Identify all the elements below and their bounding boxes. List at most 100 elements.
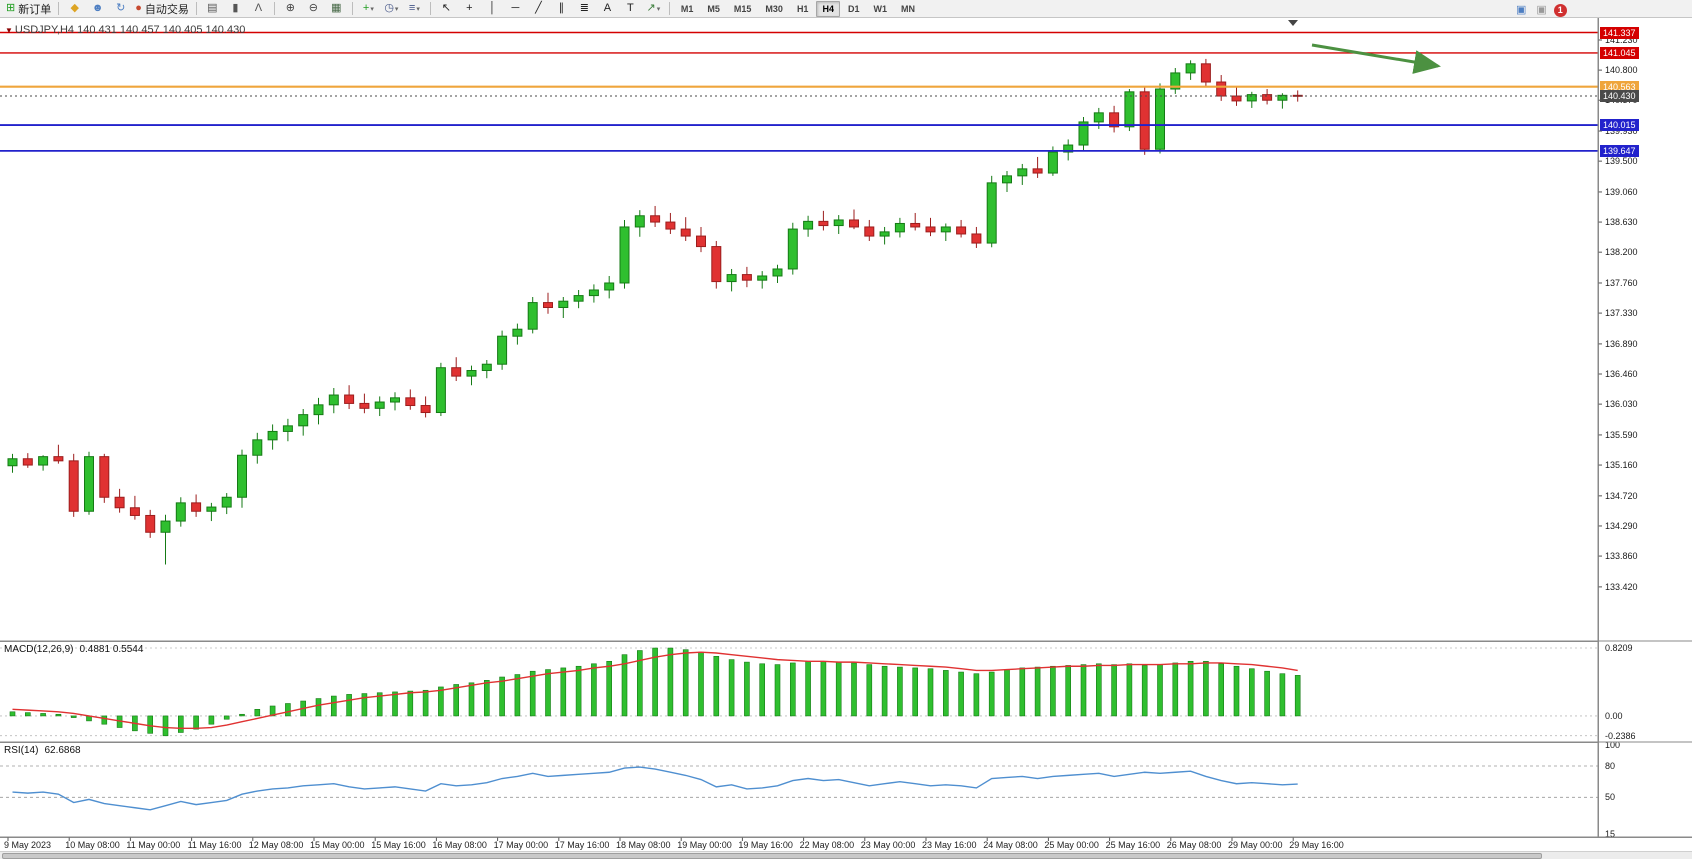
price-chart-panel[interactable] [0,18,1598,641]
toolbar: ⊞ 新订单 ◆ ☻ ↻ ● 自动交易 ▤ ▮ Λ ⊕ ⊖ ▦ + ▾ ◷ ▾ ≡ ▾ ↖ + │ ─ ╱ ∥ ≣ A T ↗ ▾ M1 M5 M… [0,0,1692,18]
time-tick: 10 May 08:00 [65,840,120,850]
rsi-panel[interactable]: RSI(14) 62.6868 [0,742,1598,837]
trendline-button[interactable]: ╱ [527,1,550,17]
tile-windows-button[interactable]: ▦ [325,1,348,17]
timeframe-m5-button[interactable]: M5 [707,3,720,14]
chevron-down-icon: ▾ [656,5,661,13]
market-button[interactable]: ◆ [63,1,86,17]
price-tick: 138.630 [1605,217,1638,228]
arrows-button[interactable]: ↗ ▾ [642,1,665,17]
timeframe-mn-button[interactable]: MN [900,3,915,14]
profile-button[interactable]: ☻ [86,1,109,17]
channel-button[interactable]: ∥ [550,1,573,17]
time-tick: 23 May 00:00 [860,840,916,850]
price-tick: 135.590 [1605,429,1638,440]
autotrading-button[interactable]: ● 自动交易 [132,1,192,17]
scrollbar-handle[interactable] [2,853,1542,859]
time-tick: 19 May 16:00 [738,840,793,850]
timeframe-w1-button[interactable]: W1 [873,3,887,14]
price-tick: 138.200 [1605,247,1638,258]
timeframe-m15-button[interactable]: M15 [733,3,752,14]
add-indicator-button[interactable]: + ▾ [357,1,380,17]
chart-window-button[interactable]: ▣ [1513,2,1529,18]
macd-label: MACD(12,26,9) 0.4881 0.5544 [4,644,143,655]
timeframe-m1-button[interactable]: M1 [680,3,694,14]
zoom-out-button[interactable]: ⊖ [302,1,325,17]
zoom-out-icon: ⊖ [308,2,318,14]
time-tick: 19 May 00:00 [677,840,732,850]
template-button[interactable]: ≡ ▾ [403,1,426,17]
price-tick: 139.500 [1605,156,1638,167]
time-tick: 11 May 16:00 [187,840,242,850]
line-chart-button[interactable]: Λ [247,1,270,17]
candlestick-icon: ▮ [232,2,239,14]
text-button[interactable]: A [596,1,619,17]
macd-name: MACD(12,26,9) [4,644,74,655]
chart-window-icon: ▣ [1516,3,1527,16]
new-order-icon: ⊞ [6,2,16,14]
crosshair-button[interactable]: + [458,1,481,17]
time-tick: 15 May 16:00 [371,840,426,850]
macd-panel[interactable]: MACD(12,26,9) 0.4881 0.5544 [0,641,1598,742]
toolbar-right-cluster: ▣ ▣ 1 [1513,2,1567,18]
rsi-tick: 100 [1605,740,1621,751]
time-tick: 9 May 2023 [4,840,52,850]
fibonacci-button[interactable]: ≣ [573,1,596,17]
toolbar-separator [58,2,60,15]
cursor-icon: ↖ [441,2,451,14]
line-chart-icon: Λ [254,2,263,14]
time-tick: 12 May 08:00 [248,840,304,850]
time-axis[interactable]: 9 May 2023 10 May 08:00 11 May 00:00 11 May… [0,837,1692,851]
macd-values: 0.4881 0.5544 [79,644,144,655]
notification-badge[interactable]: 1 [1553,3,1567,17]
price-tick: 136.890 [1605,338,1638,349]
fibonacci-icon: ≣ [579,2,589,14]
bar-chart-icon: ▤ [207,2,218,14]
rsi-tick: 80 [1605,760,1616,771]
crosshair-icon: + [466,2,473,14]
text-label-button[interactable]: T [619,1,642,17]
macd-tick: 0.8209 [1605,642,1633,653]
symbol-marker-icon: ▼ [5,26,13,35]
timeframe-m30-button[interactable]: M30 [765,3,783,14]
refresh-button[interactable]: ↻ [109,1,132,17]
time-tick: 11 May 00:00 [126,840,181,850]
time-tick: 25 May 00:00 [1044,840,1099,850]
candlestick-chart-button[interactable]: ▮ [224,1,247,17]
horizontal-scrollbar[interactable] [0,851,1692,859]
resistance-line-1-price-badge: 141.337 [1600,26,1639,39]
price-axis[interactable]: 141.230140.800140.370139.930139.500139.0… [1598,18,1692,839]
chart-title: ▼ USDJPY,H4 140.431 140.457 140.405 140.4… [5,24,245,36]
resistance-line-2-price-badge: 141.045 [1600,46,1639,59]
market-icon: ◆ [70,2,79,14]
time-tick: 16 May 08:00 [432,840,487,850]
macd-tick: -0.2386 [1605,730,1636,741]
vertical-line-button[interactable]: │ [481,1,504,17]
timeframe-d1-button[interactable]: D1 [847,3,860,14]
autotrading-button-label: 自动交易 [144,3,189,16]
symbol-period: USDJPY,H4 [14,24,75,36]
arrows-icon: ↗ [646,2,656,14]
time-tick: 22 May 08:00 [799,840,855,850]
time-tick: 15 May 00:00 [310,840,365,850]
timeframe-h1-button[interactable]: H1 [796,3,809,14]
bar-chart-button[interactable]: ▤ [201,1,224,17]
add-indicator-icon: + [362,2,370,14]
template-icon: ≡ [408,2,416,14]
cursor-button[interactable]: ↖ [435,1,458,17]
new-order-button[interactable]: ⊞ 新订单 [3,1,54,17]
price-tick: 135.160 [1605,460,1638,471]
horizontal-line-button[interactable]: ─ [504,1,527,17]
alert-button[interactable]: ▣ [1533,2,1549,18]
vertical-line-icon: │ [488,2,496,14]
zoom-in-button[interactable]: ⊕ [279,1,302,17]
new-order-button-label: 新订单 [18,3,52,16]
equidistant-channel-icon: ∥ [558,2,565,14]
price-tick: 141.230 [1605,35,1638,45]
toolbar-separator [273,2,275,15]
time-tick: 17 May 00:00 [493,840,549,850]
toolbar-separator [351,2,353,15]
timeframe-h4-button[interactable]: H4 [816,0,840,17]
period-button[interactable]: ◷ ▾ [380,1,403,17]
